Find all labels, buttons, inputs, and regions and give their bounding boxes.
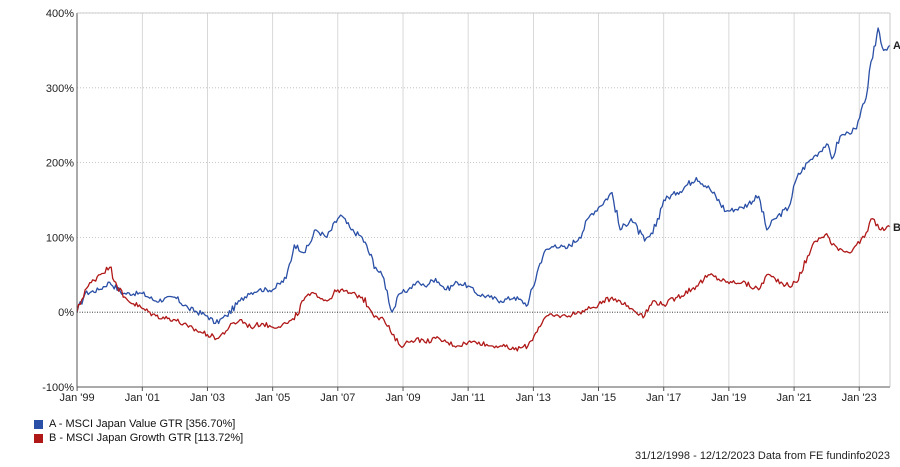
- series-line-a: [76, 27, 891, 325]
- y-tick-label: 400%: [46, 8, 74, 20]
- series-group: [76, 27, 891, 352]
- x-tick-label: Jan '09: [385, 392, 420, 404]
- footer-source: 31/12/1998 - 12/12/2023 Data from FE fun…: [634, 450, 890, 462]
- legend-swatch-a: [34, 419, 43, 429]
- x-tick-label: Jan '05: [255, 392, 290, 404]
- y-tick-label: 0%: [58, 307, 74, 319]
- grid: [76, 12, 890, 388]
- axes: [76, 12, 891, 391]
- legend: A - MSCI Japan Value GTR [356.70%] B - M…: [34, 417, 243, 445]
- x-tick-label: Jan '15: [581, 392, 616, 404]
- series-end-label-b: B: [893, 222, 900, 234]
- legend-label-a: A - MSCI Japan Value GTR [356.70%]: [49, 418, 236, 430]
- x-tick-label: Jan '23: [842, 392, 877, 404]
- legend-item-a: A - MSCI Japan Value GTR [356.70%]: [34, 417, 243, 431]
- x-tick-label: Jan '13: [516, 392, 551, 404]
- series-end-label-a: A: [893, 40, 900, 52]
- x-tick-label: Jan '99: [60, 392, 95, 404]
- series-line-b: [76, 218, 891, 352]
- x-tick-label: Jan '01: [125, 392, 160, 404]
- x-tick-label: Jan '17: [646, 392, 681, 404]
- legend-label-b: B - MSCI Japan Growth GTR [113.72%]: [49, 432, 244, 444]
- labels: -100% 0% 100% 200% 300% 400% Jan '99 Jan '01 Jan…: [42, 8, 900, 404]
- x-tick-label: Jan '21: [777, 392, 812, 404]
- legend-swatch-b: [34, 433, 43, 443]
- x-tick-label: Jan '11: [451, 392, 485, 404]
- y-tick-label: 300%: [46, 83, 74, 95]
- y-tick-label: 100%: [46, 232, 74, 244]
- x-tick-label: Jan '07: [320, 392, 355, 404]
- y-tick-label: 200%: [46, 158, 74, 170]
- y-tick-label: -100%: [42, 382, 74, 394]
- legend-item-b: B - MSCI Japan Growth GTR [113.72%]: [34, 431, 243, 445]
- x-tick-label: Jan '03: [190, 392, 225, 404]
- x-tick-label: Jan '19: [711, 392, 746, 404]
